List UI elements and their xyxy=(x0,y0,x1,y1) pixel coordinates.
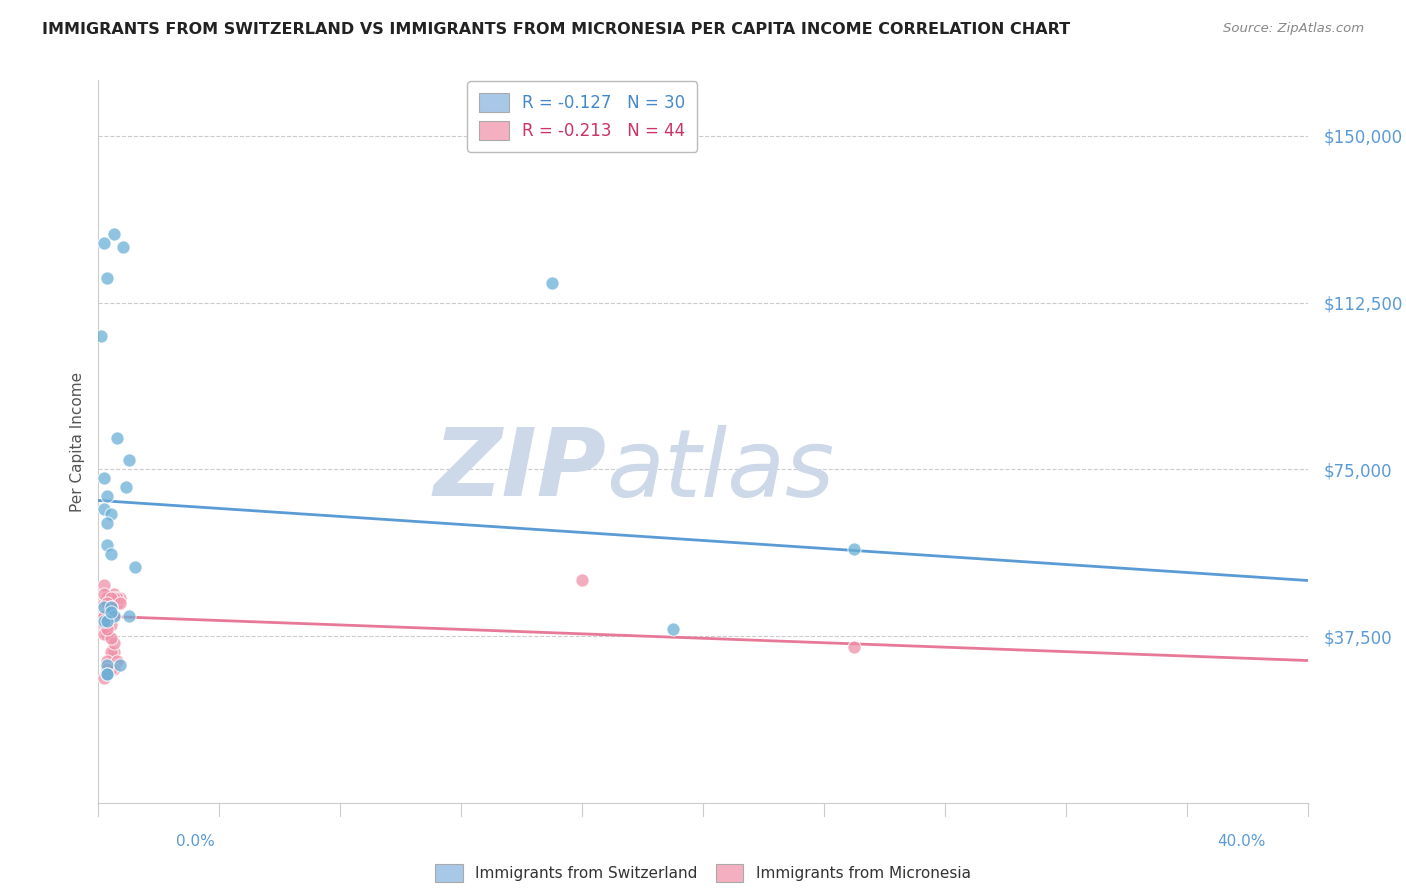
Point xyxy=(93,600,115,615)
Text: IMMIGRANTS FROM SWITZERLAND VS IMMIGRANTS FROM MICRONESIA PER CAPITA INCOME CORR: IMMIGRANTS FROM SWITZERLAND VS IMMIGRANT… xyxy=(42,22,1070,37)
Point xyxy=(96,591,118,606)
Point xyxy=(93,609,115,624)
Point xyxy=(108,596,131,610)
Point xyxy=(96,614,118,628)
Point xyxy=(103,587,125,601)
Point xyxy=(540,276,562,290)
Point xyxy=(100,600,122,615)
Point xyxy=(96,666,118,681)
Point xyxy=(93,671,115,685)
Point xyxy=(93,471,115,485)
Point xyxy=(105,431,128,445)
Point xyxy=(96,596,118,610)
Point xyxy=(93,578,115,592)
Point xyxy=(96,605,118,619)
Point xyxy=(108,657,131,672)
Point xyxy=(100,645,122,659)
Point xyxy=(100,605,122,619)
Point xyxy=(103,609,125,624)
Point xyxy=(93,627,115,641)
Point xyxy=(90,329,112,343)
Text: 40.0%: 40.0% xyxy=(1218,834,1265,849)
Point xyxy=(108,591,131,606)
Point xyxy=(96,614,118,628)
Point xyxy=(114,480,136,494)
Point xyxy=(100,600,122,615)
Point xyxy=(105,591,128,606)
Point xyxy=(96,516,118,530)
Text: atlas: atlas xyxy=(606,425,835,516)
Point xyxy=(96,653,118,667)
Point xyxy=(111,240,134,254)
Point xyxy=(93,502,115,516)
Point xyxy=(93,235,115,250)
Point xyxy=(100,618,122,632)
Point xyxy=(96,666,118,681)
Point xyxy=(93,614,115,628)
Point xyxy=(118,453,141,467)
Point xyxy=(96,596,118,610)
Point xyxy=(100,600,122,615)
Point xyxy=(844,640,866,655)
Point xyxy=(96,489,118,503)
Point xyxy=(100,600,122,615)
Point xyxy=(93,596,115,610)
Point xyxy=(100,591,122,606)
Point xyxy=(93,618,115,632)
Point xyxy=(93,600,115,615)
Point xyxy=(105,596,128,610)
Point xyxy=(105,653,128,667)
Point xyxy=(96,596,118,610)
Point xyxy=(100,600,122,615)
Point xyxy=(103,609,125,624)
Point xyxy=(96,271,118,285)
Point xyxy=(103,591,125,606)
Point xyxy=(118,609,141,624)
Point xyxy=(100,547,122,561)
Point xyxy=(96,538,118,552)
Point xyxy=(124,560,146,574)
Y-axis label: Per Capita Income: Per Capita Income xyxy=(69,371,84,512)
Point xyxy=(103,636,125,650)
Point xyxy=(96,591,118,606)
Point xyxy=(96,657,118,672)
Point xyxy=(93,587,115,601)
Text: Source: ZipAtlas.com: Source: ZipAtlas.com xyxy=(1223,22,1364,36)
Point xyxy=(100,632,122,646)
Point xyxy=(103,662,125,676)
Point xyxy=(100,591,122,606)
Point xyxy=(661,623,683,637)
Point xyxy=(100,662,122,676)
Point xyxy=(100,600,122,615)
Text: ZIP: ZIP xyxy=(433,425,606,516)
Point xyxy=(93,609,115,624)
Point xyxy=(96,623,118,637)
Legend: Immigrants from Switzerland, Immigrants from Micronesia: Immigrants from Switzerland, Immigrants … xyxy=(425,854,981,892)
Point xyxy=(100,507,122,521)
Text: 0.0%: 0.0% xyxy=(176,834,215,849)
Point xyxy=(571,574,593,588)
Point xyxy=(103,227,125,241)
Point xyxy=(96,627,118,641)
Point xyxy=(844,542,866,557)
Point xyxy=(103,645,125,659)
Point xyxy=(96,662,118,676)
